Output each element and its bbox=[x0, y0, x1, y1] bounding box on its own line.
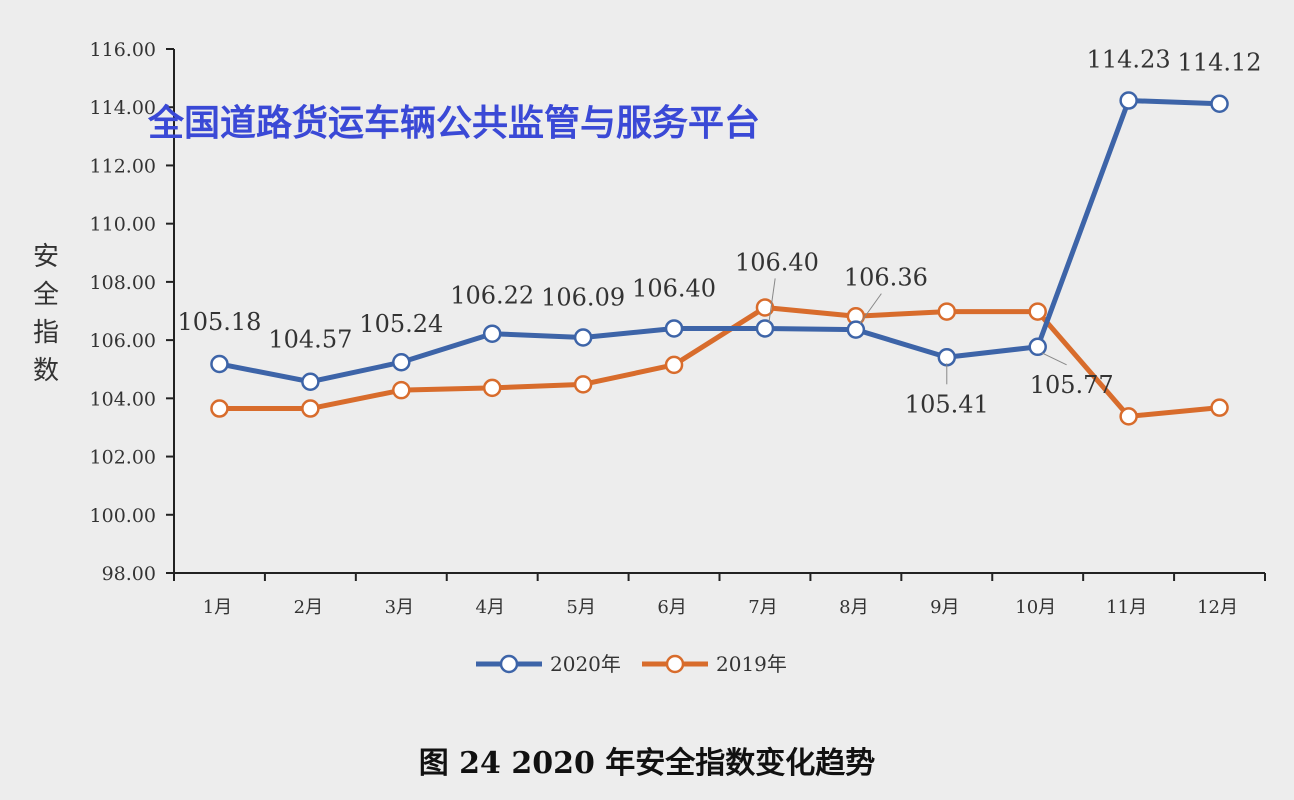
data-point-2019 bbox=[1210, 398, 1229, 417]
x-tick-label: 8月 bbox=[839, 597, 868, 618]
legend-marker-2020 bbox=[499, 654, 519, 674]
data-point-2019 bbox=[210, 399, 229, 418]
data-label: 104.57 bbox=[268, 326, 352, 354]
y-tick-label: 114.00 bbox=[90, 97, 156, 119]
legend-label-2020: 2020年 bbox=[550, 652, 621, 676]
data-point-2019 bbox=[573, 375, 593, 394]
data-label: 106.40 bbox=[735, 248, 819, 276]
y-tick-label: 100.00 bbox=[90, 505, 156, 527]
data-point-2019 bbox=[301, 399, 320, 418]
series-line-2019 bbox=[219, 305, 1220, 419]
x-tick-label: 3月 bbox=[385, 597, 414, 618]
data-point-2019 bbox=[937, 302, 957, 321]
label-leader-line bbox=[859, 293, 882, 324]
x-tick-label: 10月 bbox=[1015, 597, 1056, 618]
data-point-2019 bbox=[755, 298, 775, 317]
legend-label-2019: 2019年 bbox=[716, 652, 787, 676]
series-layer bbox=[210, 91, 1229, 426]
data-point-2020 bbox=[1028, 337, 1047, 357]
y-tick-label: 112.00 bbox=[90, 155, 156, 177]
data-point-2019 bbox=[392, 380, 411, 400]
data-label: 106.22 bbox=[450, 282, 534, 310]
y-tick-label: 116.00 bbox=[90, 39, 156, 61]
data-point-2019 bbox=[482, 378, 502, 398]
data-point-2020 bbox=[846, 320, 866, 339]
label-leader-line bbox=[1041, 352, 1067, 366]
data-point-2020 bbox=[392, 352, 411, 372]
x-tick-label: 2月 bbox=[294, 597, 323, 618]
legend: 2020年 2019年 bbox=[476, 652, 787, 676]
x-tick-label: 4月 bbox=[475, 597, 504, 618]
label-leader-line bbox=[768, 278, 776, 323]
x-tick-label: 6月 bbox=[657, 597, 686, 618]
data-point-2020 bbox=[1119, 91, 1138, 110]
series-line-2020 bbox=[218, 98, 1220, 385]
x-tick-label: 11月 bbox=[1106, 597, 1147, 618]
data-point-2020 bbox=[301, 372, 320, 391]
x-tick-label: 7月 bbox=[748, 597, 777, 618]
data-label: 105.18 bbox=[177, 308, 261, 336]
y-tick-label: 108.00 bbox=[90, 272, 156, 294]
x-tick-label: 5月 bbox=[566, 597, 595, 618]
data-point-2020 bbox=[664, 319, 684, 338]
y-tick-label: 110.00 bbox=[90, 214, 156, 236]
x-tick-label: 9月 bbox=[930, 597, 959, 618]
data-label: 105.24 bbox=[359, 310, 443, 338]
y-axis-ticks: 98.00 100.00 102.00 104.00 106.00 108.00 110.0… bbox=[90, 39, 174, 585]
figure-caption: 图 24 2020 年安全指数变化趋势 bbox=[419, 746, 876, 781]
data-label: 114.12 bbox=[1178, 49, 1262, 77]
y-tick-label: 98.00 bbox=[102, 563, 156, 585]
data-label: 105.77 bbox=[1030, 371, 1114, 399]
x-tick-label: 1月 bbox=[203, 597, 232, 618]
data-point-2020 bbox=[1210, 94, 1229, 113]
watermark-text: 全国道路货运车辆公共监管与服务平台 bbox=[147, 102, 760, 144]
data-point-2020 bbox=[573, 328, 593, 347]
data-label: 106.09 bbox=[541, 283, 625, 311]
data-label: 105.41 bbox=[905, 390, 989, 418]
y-axis-label: 安全指数 bbox=[33, 242, 59, 386]
data-point-2020 bbox=[210, 354, 229, 374]
data-point-2019 bbox=[1119, 407, 1138, 426]
data-label: 106.36 bbox=[844, 264, 928, 292]
data-point-2019 bbox=[1028, 302, 1047, 321]
data-label: 114.23 bbox=[1087, 46, 1171, 74]
data-point-2019 bbox=[664, 355, 684, 375]
data-label: 106.40 bbox=[632, 274, 716, 302]
data-point-2020 bbox=[482, 324, 502, 343]
data-point-2020 bbox=[755, 319, 775, 338]
x-tick-label: 12月 bbox=[1197, 597, 1238, 618]
y-tick-label: 104.00 bbox=[90, 388, 156, 410]
legend-marker-2019 bbox=[665, 654, 685, 674]
data-point-2020 bbox=[937, 348, 957, 367]
y-tick-label: 106.00 bbox=[90, 330, 156, 352]
y-tick-label: 102.00 bbox=[90, 447, 156, 469]
x-axis-ticks: 1月 2月 3月 4月 5月 6月 7月 8月 9月 10月 11月 12月 bbox=[173, 573, 1266, 618]
